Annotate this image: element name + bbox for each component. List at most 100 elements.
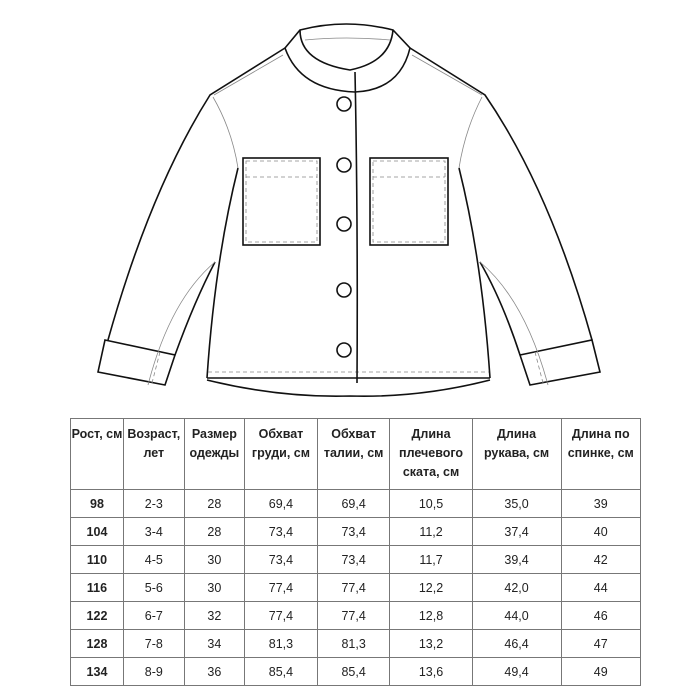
table-cell: 10,5 bbox=[389, 489, 473, 518]
placket bbox=[354, 71, 359, 384]
left-pocket-stitch bbox=[245, 160, 318, 243]
column-header: Обхват груди, см bbox=[244, 418, 318, 490]
back-hem bbox=[206, 379, 491, 397]
left-cuff bbox=[97, 339, 177, 386]
table-cell: 8-9 bbox=[122, 657, 185, 686]
right-armhole-seam bbox=[458, 96, 483, 169]
table-cell: 73,4 bbox=[316, 517, 391, 546]
right-shoulder-seam bbox=[411, 54, 483, 96]
table-cell: 44,0 bbox=[471, 601, 562, 630]
table-row: 98 2-3 28 69,4 69,4 10,5 35,0 39 bbox=[70, 489, 642, 518]
table-header-row: Рост, см Возраст, лет Размер одежды Обхват … bbox=[70, 418, 642, 490]
table-cell: 12,8 bbox=[389, 601, 473, 630]
table-cell: 13,2 bbox=[389, 629, 473, 658]
table-row: 116 5-6 30 77,4 77,4 12,2 42,0 44 bbox=[70, 573, 642, 602]
table-cell: 122 bbox=[70, 601, 124, 630]
right-sleeve-inner bbox=[479, 261, 521, 356]
left-sleeve bbox=[107, 47, 286, 341]
table-cell: 69,4 bbox=[244, 489, 318, 518]
button bbox=[336, 282, 352, 298]
table-cell: 37,4 bbox=[471, 517, 562, 546]
table-cell: 134 bbox=[70, 657, 124, 686]
body-left-side bbox=[206, 167, 239, 379]
table-cell: 4-5 bbox=[122, 545, 185, 574]
table-cell: 3-4 bbox=[122, 517, 185, 546]
table-cell: 81,3 bbox=[316, 629, 391, 658]
right-sleeve-seam bbox=[479, 261, 549, 386]
right-sleeve bbox=[409, 47, 593, 341]
button bbox=[336, 96, 352, 112]
table-cell: 49 bbox=[560, 657, 642, 686]
table-cell: 49,4 bbox=[471, 657, 562, 686]
table-cell: 104 bbox=[70, 517, 124, 546]
right-cuff bbox=[518, 339, 601, 386]
table-cell: 85,4 bbox=[316, 657, 391, 686]
table-row: 128 7-8 34 81,3 81,3 13,2 46,4 47 bbox=[70, 629, 642, 658]
table-cell: 7-8 bbox=[122, 629, 185, 658]
table-cell: 77,4 bbox=[316, 573, 391, 602]
table-cell: 77,4 bbox=[244, 573, 318, 602]
table-cell: 11,7 bbox=[389, 545, 473, 574]
table-cell: 39,4 bbox=[471, 545, 562, 574]
jacket-sketch bbox=[97, 23, 601, 397]
left-shoulder-seam bbox=[213, 54, 284, 96]
table-cell: 11,2 bbox=[389, 517, 473, 546]
table-cell: 128 bbox=[70, 629, 124, 658]
left-sleeve-inner bbox=[174, 261, 216, 356]
column-header: Длина рукава, см bbox=[471, 418, 562, 490]
table-cell: 42 bbox=[560, 545, 642, 574]
column-header: Обхват талии, см bbox=[316, 418, 391, 490]
collar bbox=[284, 23, 411, 93]
table-cell: 30 bbox=[183, 573, 246, 602]
buttons bbox=[336, 96, 352, 358]
button bbox=[336, 342, 352, 358]
table-cell: 81,3 bbox=[244, 629, 318, 658]
table-cell: 32 bbox=[183, 601, 246, 630]
table-cell: 47 bbox=[560, 629, 642, 658]
table-cell: 6-7 bbox=[122, 601, 185, 630]
column-header: Рост, см bbox=[70, 418, 124, 490]
column-header: Размер одежды bbox=[183, 418, 246, 490]
table-cell: 116 bbox=[70, 573, 124, 602]
column-header: Длина по спинке, см bbox=[560, 418, 642, 490]
table-cell: 28 bbox=[183, 517, 246, 546]
table-cell: 2-3 bbox=[122, 489, 185, 518]
left-sleeve-seam bbox=[147, 261, 216, 386]
right-cuff-stitch bbox=[534, 351, 544, 384]
size-table: Рост, см Возраст, лет Размер одежды Обхват … bbox=[70, 418, 642, 686]
collar-stitch bbox=[304, 37, 391, 41]
button bbox=[336, 216, 352, 232]
column-header: Возраст, лет bbox=[122, 418, 185, 490]
right-pocket-stitch bbox=[372, 160, 446, 243]
table-cell: 42,0 bbox=[471, 573, 562, 602]
table-cell: 77,4 bbox=[244, 601, 318, 630]
table-cell: 5-6 bbox=[122, 573, 185, 602]
table-cell: 110 bbox=[70, 545, 124, 574]
table-cell: 28 bbox=[183, 489, 246, 518]
table-cell: 77,4 bbox=[316, 601, 391, 630]
table-cell: 30 bbox=[183, 545, 246, 574]
table-row: 122 6-7 32 77,4 77,4 12,8 44,0 46 bbox=[70, 601, 642, 630]
table-row: 104 3-4 28 73,4 73,4 11,2 37,4 40 bbox=[70, 517, 642, 546]
left-armhole-seam bbox=[212, 96, 239, 169]
table-cell: 44 bbox=[560, 573, 642, 602]
body-right-side bbox=[458, 167, 491, 379]
table-row: 110 4-5 30 73,4 73,4 11,7 39,4 42 bbox=[70, 545, 642, 574]
neckline bbox=[299, 29, 394, 71]
table-cell: 39 bbox=[560, 489, 642, 518]
left-pocket bbox=[242, 157, 321, 246]
table-cell: 34 bbox=[183, 629, 246, 658]
column-header: Длина плечевого ската, см bbox=[389, 418, 473, 490]
table-cell: 36 bbox=[183, 657, 246, 686]
table-cell: 12,2 bbox=[389, 573, 473, 602]
table-cell: 73,4 bbox=[316, 545, 391, 574]
table-cell: 46,4 bbox=[471, 629, 562, 658]
left-cuff-stitch bbox=[151, 351, 161, 384]
table-cell: 98 bbox=[70, 489, 124, 518]
table-cell: 46 bbox=[560, 601, 642, 630]
table-cell: 13,6 bbox=[389, 657, 473, 686]
right-pocket bbox=[369, 157, 449, 246]
table-cell: 85,4 bbox=[244, 657, 318, 686]
table-cell: 35,0 bbox=[471, 489, 562, 518]
table-cell: 73,4 bbox=[244, 545, 318, 574]
